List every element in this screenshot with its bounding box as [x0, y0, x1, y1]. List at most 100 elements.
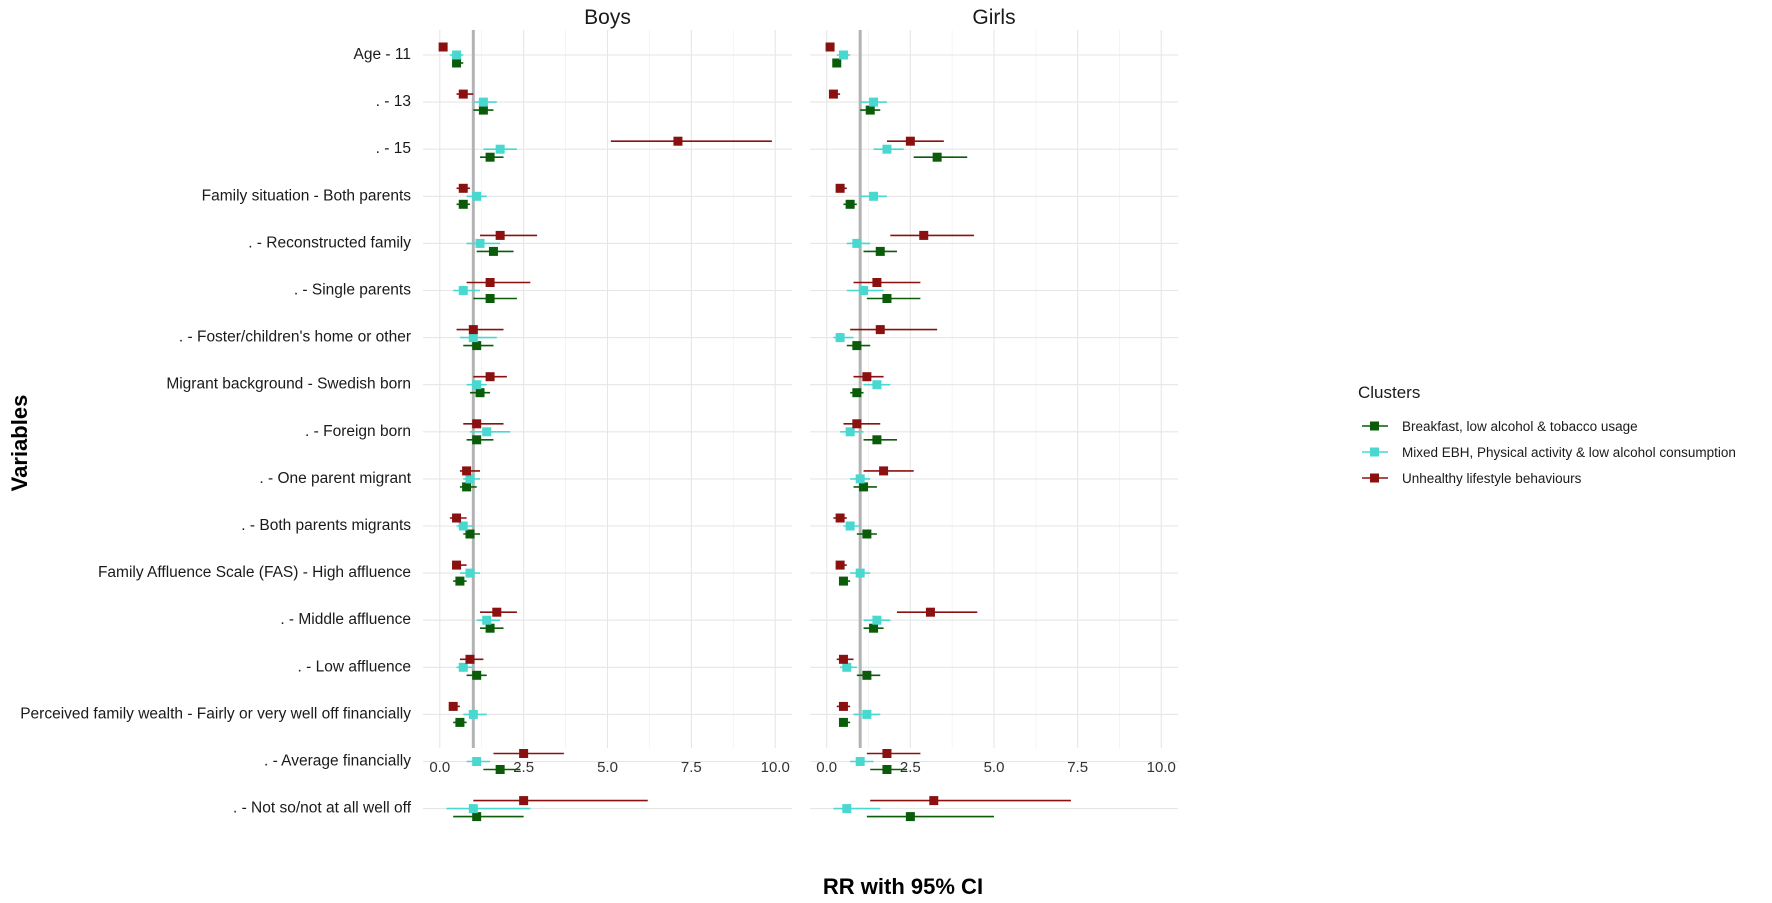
y-tick-label: . - Foster/children's home or other	[179, 329, 411, 346]
point-estimate	[832, 58, 842, 68]
point-estimate	[838, 576, 848, 586]
y-tick-label: Age - 11	[354, 46, 411, 63]
y-tick-label: Perceived family wealth - Fairly or very…	[20, 705, 411, 722]
x-tick-label: 0.0	[429, 759, 450, 776]
point-estimate	[838, 717, 848, 727]
point-estimate	[472, 435, 482, 445]
point-estimate	[905, 812, 915, 822]
point-estimate	[852, 341, 862, 351]
point-estimate	[468, 325, 478, 335]
point-estimate	[862, 372, 872, 382]
point-estimate	[495, 230, 505, 240]
point-estimate	[869, 623, 879, 633]
point-estimate	[462, 466, 472, 476]
point-estimate	[872, 278, 882, 287]
point-estimate	[872, 435, 882, 445]
y-tick-label: . - Reconstructed family	[248, 234, 411, 251]
y-tick-label: . - 13	[376, 93, 411, 110]
point-estimate	[485, 372, 495, 382]
legend-label: Mixed EBH, Physical activity & low alcoh…	[1402, 445, 1736, 460]
point-estimate	[519, 796, 529, 806]
point-estimate	[875, 246, 885, 256]
series-breakfast-boys	[452, 58, 524, 822]
point-estimate	[862, 709, 872, 719]
point-estimate	[862, 670, 872, 680]
y-tick-label: Family situation - Both parents	[202, 187, 412, 204]
point-estimate	[492, 607, 502, 617]
point-estimate	[835, 560, 845, 570]
point-estimate	[673, 136, 683, 146]
point-estimate	[452, 58, 462, 68]
point-estimate	[859, 286, 869, 295]
point-estimate	[852, 238, 862, 248]
point-estimate	[485, 294, 495, 303]
point-estimate	[468, 804, 478, 814]
point-estimate	[478, 105, 488, 115]
y-tick-label: . - Single parents	[294, 282, 411, 299]
point-estimate	[845, 199, 855, 209]
point-estimate	[835, 333, 845, 343]
legend-item-unhealthy: Unhealthy lifestyle behaviours	[1362, 471, 1582, 486]
point-estimate	[835, 183, 845, 193]
point-estimate	[468, 333, 478, 343]
point-estimate	[465, 654, 475, 664]
point-estimate	[838, 701, 848, 711]
series-unhealthy-boys	[438, 42, 772, 806]
point-estimate	[455, 576, 465, 586]
y-tick-label: . - 15	[376, 140, 411, 157]
point-estimate	[838, 654, 848, 664]
series-mixed-boys	[446, 50, 531, 814]
point-estimate	[845, 427, 855, 437]
point-estimate	[472, 812, 482, 822]
y-tick-label: Migrant background - Swedish born	[166, 376, 411, 393]
point-estimate	[925, 607, 935, 617]
x-tick-label: 7.5	[681, 759, 702, 776]
point-estimate	[485, 623, 495, 633]
legend-item-breakfast: Breakfast, low alcohol & tobacco usage	[1362, 419, 1638, 434]
point-estimate	[455, 717, 465, 727]
point-estimate	[482, 615, 492, 625]
point-estimate	[485, 152, 495, 162]
point-estimate	[438, 42, 448, 52]
point-estimate	[495, 144, 505, 154]
point-estimate	[855, 474, 865, 484]
series-breakfast-girls	[832, 58, 994, 822]
point-estimate	[468, 709, 478, 719]
point-estimate	[448, 701, 458, 711]
y-tick-label: . - Low affluence	[298, 658, 411, 675]
point-estimate	[485, 278, 495, 287]
point-estimate	[472, 670, 482, 680]
point-estimate	[919, 230, 929, 240]
point-estimate	[458, 286, 468, 295]
point-estimate	[842, 804, 852, 814]
point-estimate	[882, 765, 892, 774]
y-tick-label: . - Both parents migrants	[241, 517, 411, 534]
point-estimate	[475, 238, 485, 248]
y-tick-label: . - Foreign born	[305, 423, 411, 440]
point-estimate	[869, 191, 879, 201]
legend-key-square	[1370, 421, 1379, 431]
point-estimate	[458, 89, 468, 99]
point-estimate	[932, 152, 942, 162]
x-axis-title: RR with 95% CI	[823, 874, 983, 899]
panel-title-girls: Girls	[972, 6, 1015, 29]
point-estimate	[869, 97, 879, 107]
point-estimate	[478, 97, 488, 107]
point-estimate	[495, 765, 505, 774]
x-tick-label: 2.5	[900, 759, 921, 776]
point-estimate	[862, 529, 872, 539]
point-estimate	[458, 521, 468, 531]
panel-boys: Boys	[423, 6, 792, 822]
legend: Clusters Breakfast, low alcohol & tobacc…	[1358, 383, 1736, 486]
legend-key-square	[1370, 447, 1379, 457]
x-tick-label: 7.5	[1067, 759, 1088, 776]
point-estimate	[458, 199, 468, 209]
legend-item-mixed: Mixed EBH, Physical activity & low alcoh…	[1362, 445, 1736, 460]
point-estimate	[929, 796, 939, 806]
point-estimate	[859, 482, 869, 492]
point-estimate	[872, 615, 882, 625]
y-tick-label: . - Not so/not at all well off	[233, 800, 412, 817]
point-estimate	[852, 388, 862, 398]
y-axis-title: Variables	[7, 395, 32, 492]
